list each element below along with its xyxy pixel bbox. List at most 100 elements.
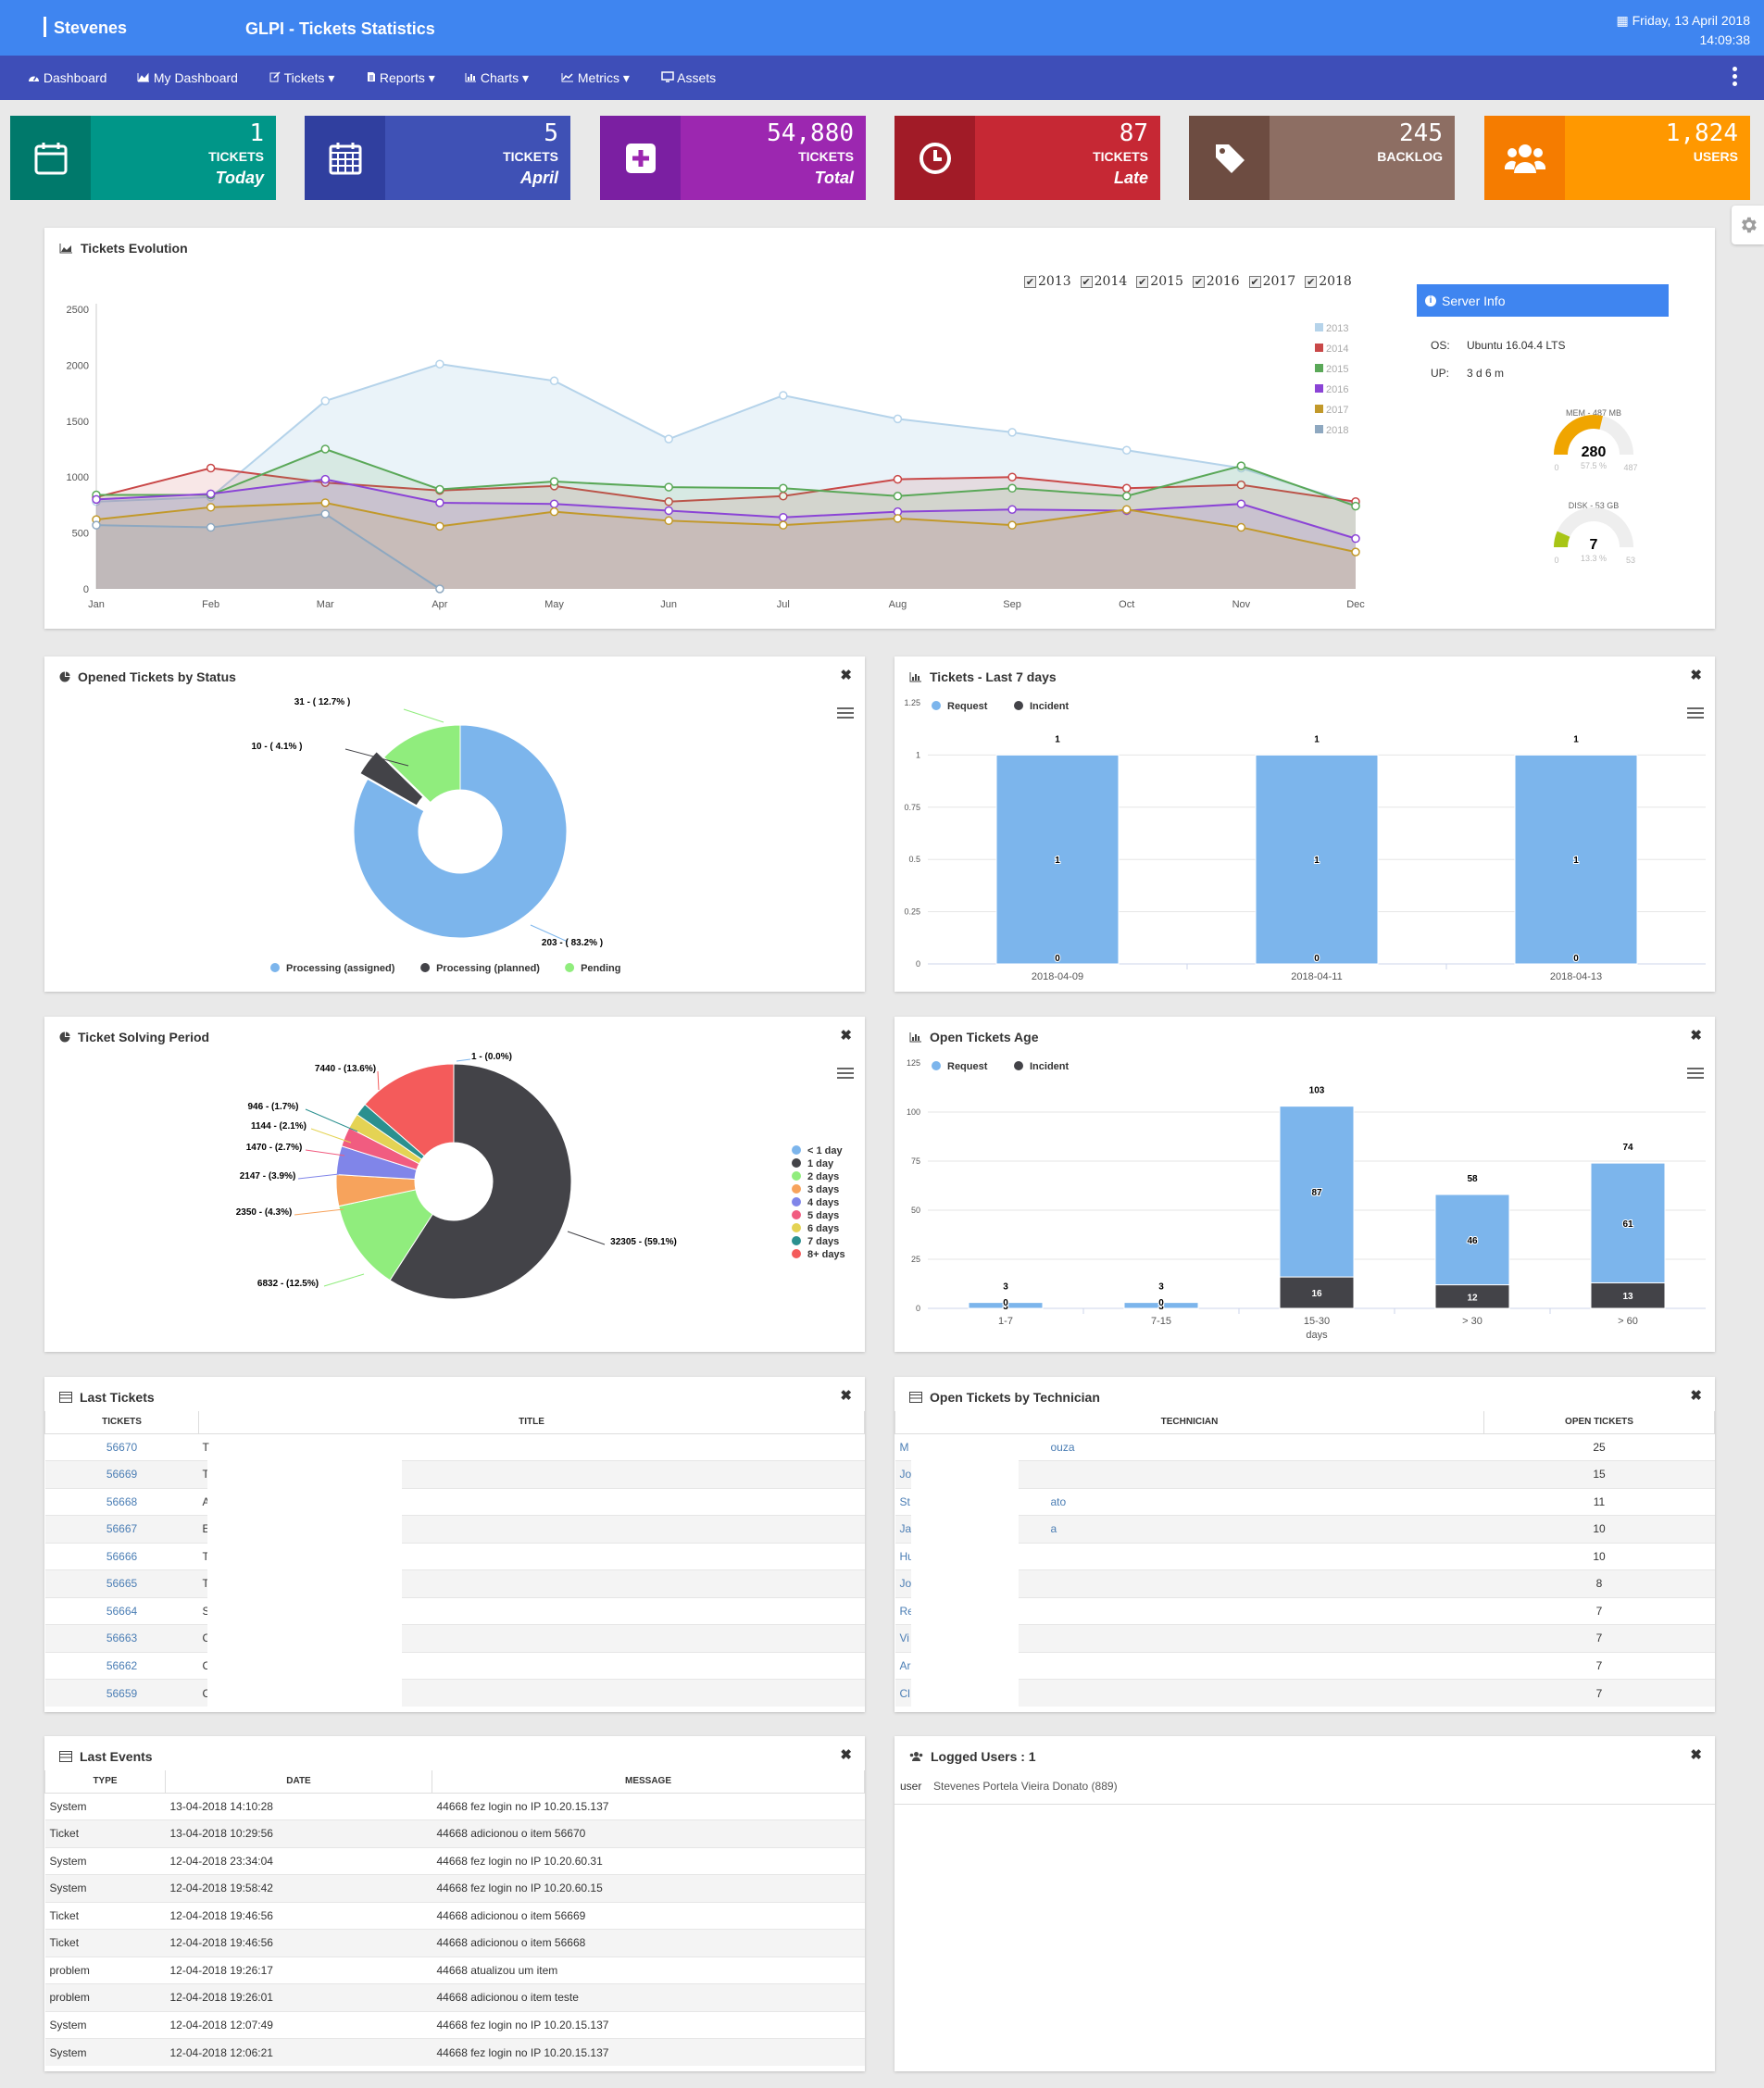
chart-menu-icon[interactable] xyxy=(1687,707,1704,720)
table-row[interactable]: 56662 C xyxy=(44,1651,865,1680)
technician-name-end[interactable]: ato xyxy=(1050,1494,1067,1508)
table-row[interactable]: 56668 A xyxy=(44,1487,865,1516)
chart-menu-icon[interactable] xyxy=(837,1068,854,1081)
nav-reports[interactable]: Reports ▾ xyxy=(367,70,435,86)
table-row[interactable]: 56670 T xyxy=(44,1432,865,1461)
ticket-id-link[interactable]: 56667 xyxy=(44,1515,199,1543)
year-toggle-2018[interactable]: ✔ 2018 xyxy=(1305,274,1352,289)
checkbox-checked-icon[interactable]: ✔ xyxy=(1024,275,1036,288)
technician-name-start[interactable]: Jo xyxy=(899,1468,912,1482)
nav-assets[interactable]: Assets xyxy=(661,70,716,85)
nav-metrics[interactable]: Metrics ▾ xyxy=(561,70,630,86)
close-icon[interactable]: ✖ xyxy=(1690,1747,1702,1763)
checkbox-checked-icon[interactable]: ✔ xyxy=(1248,275,1261,288)
close-icon[interactable]: ✖ xyxy=(840,1028,852,1044)
stat-box-5[interactable]: 1,824 USERS xyxy=(1484,116,1750,200)
col-message[interactable]: MESSAGE xyxy=(432,1770,865,1794)
technician-name-start[interactable]: St xyxy=(899,1494,910,1508)
bar-request xyxy=(995,754,1120,965)
uptime-label: UP: xyxy=(1431,367,1450,380)
ticket-id-link[interactable]: 56670 xyxy=(44,1432,199,1461)
close-icon[interactable]: ✖ xyxy=(1690,668,1702,683)
technician-name-end[interactable]: ouza xyxy=(1050,1440,1075,1454)
ticket-id-link[interactable]: 56665 xyxy=(44,1569,199,1597)
chart-menu-icon[interactable] xyxy=(837,707,854,720)
ticket-id-link[interactable]: 56669 xyxy=(44,1460,199,1488)
nav-charts[interactable]: Charts ▾ xyxy=(465,70,529,86)
ticket-id-link[interactable]: 56664 xyxy=(44,1596,199,1625)
legend-dot xyxy=(1014,1061,1023,1070)
table-row[interactable]: 56659 C xyxy=(44,1679,865,1707)
ticket-id-link[interactable]: 56659 xyxy=(44,1679,199,1707)
col-open-tickets[interactable]: OPEN TICKETS xyxy=(1483,1411,1715,1434)
event-message: 44668 atualizou um item xyxy=(432,1956,865,1984)
col-type[interactable]: TYPE xyxy=(44,1770,166,1794)
ticket-id-link[interactable]: 56663 xyxy=(44,1624,199,1652)
year-toggle-2017[interactable]: ✔ 2017 xyxy=(1248,274,1295,289)
close-icon[interactable]: ✖ xyxy=(840,1747,852,1763)
col-tickets[interactable]: TICKETS xyxy=(44,1411,199,1434)
close-icon[interactable]: ✖ xyxy=(840,668,852,683)
open-tickets-count: 15 xyxy=(1483,1460,1715,1488)
y-tick-label: 1.25 xyxy=(904,698,920,707)
event-message: 44668 adicionou o item 56669 xyxy=(432,1901,865,1930)
technician-name-start[interactable]: Ar xyxy=(899,1658,911,1672)
close-icon[interactable]: ✖ xyxy=(1690,1388,1702,1404)
nav-my-dashboard[interactable]: My Dashboard xyxy=(137,70,238,85)
technician-name-start[interactable]: Cl xyxy=(899,1686,910,1700)
legend-label: 6 days xyxy=(807,1223,839,1234)
nav-tickets[interactable]: Tickets ▾ xyxy=(269,70,334,86)
settings-gear-icon[interactable] xyxy=(1732,206,1764,244)
year-label: 2016 xyxy=(1206,274,1240,289)
brand-name[interactable]: Stevenes xyxy=(54,19,128,37)
bar-request-label: 46 xyxy=(1467,1236,1478,1246)
technician-name-start[interactable]: Re xyxy=(899,1604,914,1618)
logged-user-row: user Stevenes Portela Vieira Donato (889… xyxy=(895,1770,1715,1805)
more-menu-icon[interactable] xyxy=(1733,67,1738,89)
close-icon[interactable]: ✖ xyxy=(1690,1028,1702,1044)
year-toggle-2013[interactable]: ✔ 2013 xyxy=(1024,274,1071,289)
col-date[interactable]: DATE xyxy=(165,1770,432,1794)
col-technician[interactable]: TECHNICIAN xyxy=(895,1411,1484,1434)
chart-menu-icon[interactable] xyxy=(1687,1068,1704,1081)
open-tickets-count: 7 xyxy=(1483,1679,1715,1707)
table-row[interactable]: 56666 T xyxy=(44,1542,865,1570)
checkbox-checked-icon[interactable]: ✔ xyxy=(1136,275,1149,288)
stat-box-2[interactable]: 54,880 TICKETS Total xyxy=(600,116,866,200)
technician-name-start[interactable]: Jo xyxy=(899,1577,912,1591)
point-2014 xyxy=(206,463,216,473)
stat-box-3[interactable]: 87 TICKETS Late xyxy=(895,116,1160,200)
close-icon[interactable]: ✖ xyxy=(840,1388,852,1404)
table-row[interactable]: 56669 T xyxy=(44,1460,865,1488)
technician-name-start[interactable]: Ja xyxy=(899,1522,912,1536)
open-tickets-count: 10 xyxy=(1483,1515,1715,1543)
stat-box-4[interactable]: 245 BACKLOG xyxy=(1189,116,1455,200)
checkbox-checked-icon[interactable]: ✔ xyxy=(1305,275,1318,288)
stat-box-1[interactable]: 5 TICKETS April xyxy=(305,116,570,200)
technician-name-start[interactable]: M xyxy=(899,1440,909,1454)
event-date: 12-04-2018 19:26:17 xyxy=(165,1956,432,1984)
ticket-id-link[interactable]: 56666 xyxy=(44,1542,199,1570)
stat-box-0[interactable]: 1 TICKETS Today xyxy=(10,116,276,200)
table-row[interactable]: 56667 E xyxy=(44,1515,865,1543)
checkbox-checked-icon[interactable]: ✔ xyxy=(1080,275,1093,288)
tickets-evolution-panel: Tickets Evolution ✔ 2013 ✔ 2014 ✔ 2015 ✔ 2016 ✔ 2… xyxy=(44,228,1715,629)
year-toggle-2016[interactable]: ✔ 2016 xyxy=(1192,274,1240,289)
ticket-id-link[interactable]: 56662 xyxy=(44,1651,199,1680)
checkbox-checked-icon[interactable]: ✔ xyxy=(1192,275,1205,288)
ticket-id-link[interactable]: 56668 xyxy=(44,1487,199,1516)
point-2015 xyxy=(1007,483,1017,494)
technician-name-start[interactable]: Vi xyxy=(899,1632,909,1645)
year-toggle-2014[interactable]: ✔ 2014 xyxy=(1080,274,1127,289)
table-row[interactable]: 56663 C xyxy=(44,1624,865,1652)
y-tick-label: 2000 xyxy=(67,360,89,371)
nav-dashboard[interactable]: Dashboard xyxy=(28,70,106,85)
technician-name-end[interactable]: a xyxy=(1050,1522,1057,1536)
table-row[interactable]: 56664 S xyxy=(44,1596,865,1625)
user-name[interactable]: Stevenes Portela Vieira Donato (889) xyxy=(933,1780,1118,1793)
technician-name-start[interactable]: Hu xyxy=(899,1549,914,1563)
ticket-title[interactable]: T xyxy=(198,1432,865,1461)
year-toggle-2015[interactable]: ✔ 2015 xyxy=(1136,274,1183,289)
col-title[interactable]: TITLE xyxy=(198,1411,865,1434)
table-row[interactable]: 56665 T xyxy=(44,1569,865,1597)
